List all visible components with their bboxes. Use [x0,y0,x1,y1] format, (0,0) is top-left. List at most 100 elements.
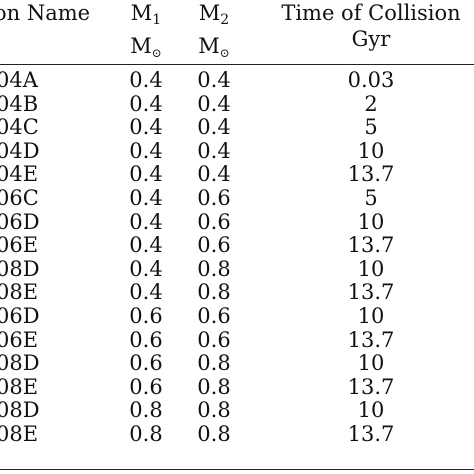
header-name: on Name [0,0,106,26]
header-m2-sub: 2 [220,12,230,28]
cell-collision-time: 2 [364,91,378,116]
header-m1-unit-main: M [130,34,152,58]
header-m2-main: M [198,1,221,25]
cell-m1: 0.6 [129,374,163,399]
cell-m2: 0.6 [197,327,231,352]
cell-m1: 0.4 [129,233,163,258]
cell-m2: 0.4 [197,68,231,92]
cell-run-name: 06E [0,327,39,352]
cell-m1: 0.4 [129,256,163,281]
table-header: on Name M1 M⊙ M2 M⊙ Time of Collision Gy… [0,0,474,64]
table-row: 08D 0.8 0.8 10 [0,398,474,422]
table-row: 04D 0.4 0.4 10 [0,139,474,163]
header-time: Time of Collision Gyr [264,0,474,52]
cell-m1: 0.8 [129,421,163,446]
cell-m2: 0.8 [197,351,231,376]
cell-m1: 0.4 [129,115,163,140]
header-time-label: Time of Collision [281,1,461,25]
cell-run-name: 04B [0,91,39,116]
cell-m2: 0.4 [197,162,231,187]
cell-m2: 0.6 [197,185,231,210]
header-m2-unit: M⊙ [184,33,244,66]
cell-run-name: 08D [0,398,40,423]
cell-m1: 0.4 [129,138,163,163]
cell-run-name: 08E [0,280,39,305]
cell-collision-time: 13.7 [347,374,395,399]
header-rule [0,64,474,65]
cell-collision-time: 13.7 [347,327,395,352]
header-m2-symbol: M2 [184,0,244,33]
table-row: 08D 0.6 0.8 10 [0,351,474,375]
cell-run-name: 06D [0,303,40,328]
header-name-label: on Name [0,1,91,25]
cell-m1: 0.6 [129,303,163,328]
cell-m2: 0.4 [197,115,231,140]
cell-m2: 0.8 [197,280,231,305]
cell-run-name: 08D [0,256,40,281]
cell-m2: 0.8 [197,398,231,423]
cell-run-name: 04D [0,138,40,163]
bottom-rule [0,469,474,470]
cell-m1: 0.4 [129,91,163,116]
header-m1-unit: M⊙ [116,33,176,66]
table-row: 06D 0.4 0.6 10 [0,210,474,234]
table-row: 06D 0.6 0.6 10 [0,304,474,328]
cell-collision-time: 13.7 [347,280,395,305]
table-body: 04A 0.4 0.4 0.03 04B 0.4 0.4 2 04C 0.4 0.4 5 04D 0.4 0… [0,68,474,446]
sun-symbol-icon: ⊙ [151,46,162,60]
cell-m1: 0.4 [129,185,163,210]
cell-collision-time: 13.7 [347,162,395,187]
table-row: 04A 0.4 0.4 0.03 [0,68,474,92]
cell-m2: 0.8 [197,256,231,281]
table-row: 08D 0.4 0.8 10 [0,257,474,281]
table-row: 06C 0.4 0.6 5 [0,186,474,210]
cell-collision-time: 10 [357,398,385,423]
cell-m1: 0.6 [129,327,163,352]
cell-collision-time: 0.03 [347,68,395,92]
cell-m2: 0.4 [197,138,231,163]
cell-m2: 0.6 [197,233,231,258]
cell-run-name: 04C [0,115,39,140]
cell-m2: 0.8 [197,374,231,399]
cell-run-name: 08D [0,351,40,376]
table-row: 08E 0.4 0.8 13.7 [0,280,474,304]
header-m1-sub: 1 [152,12,162,28]
header-m2-unit-main: M [198,34,220,58]
header-m1: M1 M⊙ [116,0,176,66]
table-row: 08E 0.6 0.8 13.7 [0,375,474,399]
cell-m1: 0.4 [129,162,163,187]
table-row: 04C 0.4 0.4 5 [0,115,474,139]
cell-m2: 0.6 [197,209,231,234]
cell-run-name: 08E [0,421,39,446]
header-m1-main: M [130,1,153,25]
cell-m2: 0.8 [197,421,231,446]
cell-collision-time: 10 [357,303,385,328]
table-row: 08E 0.8 0.8 13.7 [0,422,474,446]
cell-m2: 0.6 [197,303,231,328]
cell-run-name: 06C [0,185,39,210]
cell-run-name: 04A [0,68,38,92]
cell-run-name: 04E [0,162,39,187]
table-row: 06E 0.6 0.6 13.7 [0,328,474,352]
table-row: 04E 0.4 0.4 13.7 [0,162,474,186]
cell-m2: 0.4 [197,91,231,116]
cell-m1: 0.4 [129,68,163,92]
cell-collision-time: 10 [357,351,385,376]
cell-collision-time: 10 [357,138,385,163]
cell-collision-time: 10 [357,209,385,234]
header-time-unit: Gyr [351,27,391,51]
cell-collision-time: 13.7 [347,421,395,446]
table-row: 04B 0.4 0.4 2 [0,92,474,116]
cell-m1: 0.8 [129,398,163,423]
cell-run-name: 06E [0,233,39,258]
cell-collision-time: 5 [364,115,378,140]
cell-m1: 0.4 [129,280,163,305]
cell-collision-time: 5 [364,185,378,210]
table-row: 06E 0.4 0.6 13.7 [0,233,474,257]
header-m2: M2 M⊙ [184,0,244,66]
cell-collision-time: 10 [357,256,385,281]
sun-symbol-icon: ⊙ [219,46,230,60]
cell-m1: 0.4 [129,209,163,234]
cell-run-name: 08E [0,374,39,399]
